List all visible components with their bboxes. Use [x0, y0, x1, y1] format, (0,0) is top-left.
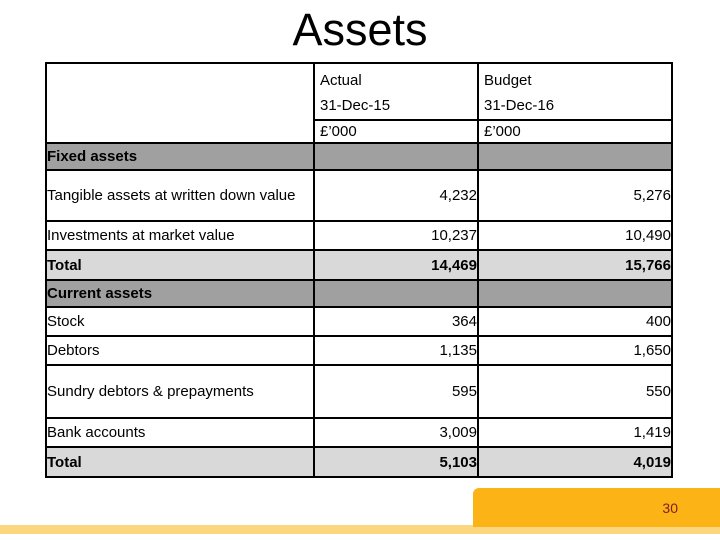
budget-value-cell: 400: [477, 306, 673, 337]
actual-value-cell: 3,009: [313, 417, 479, 448]
budget-unit-cell: £’000: [477, 119, 673, 144]
actual-header-title: Actual: [320, 72, 362, 89]
table-row-investments: Investments at market value 10,237 10,49…: [45, 220, 673, 251]
budget-value-cell: 5,276: [477, 169, 673, 222]
section-header-cell: Current assets: [45, 279, 315, 308]
actual-value-cell: 1,135: [313, 335, 479, 366]
budget-value-cell: 15,766: [477, 249, 673, 281]
actual-value-cell: 595: [313, 364, 479, 419]
table-row-stock: Stock 364 400: [45, 306, 673, 337]
table-row-current-total: Total 5,103 4,019: [45, 446, 673, 478]
budget-value-cell: [477, 279, 673, 308]
table-row-sundry-debtors: Sundry debtors & prepayments 595 550: [45, 364, 673, 419]
actual-value-cell: 14,469: [313, 249, 479, 281]
budget-value-cell: 4,019: [477, 446, 673, 478]
row-label-cell: Sundry debtors & prepayments: [45, 364, 315, 419]
table-row-tangible-assets: Tangible assets at written down value 4,…: [45, 169, 673, 222]
budget-value-cell: 1,650: [477, 335, 673, 366]
table-header-row-2: £’000 £’000: [46, 119, 673, 144]
header-empty-cell: [45, 62, 315, 144]
actual-value-cell: 10,237: [313, 220, 479, 251]
budget-header-date: 31-Dec-16: [484, 97, 555, 114]
budget-value-cell: [477, 142, 673, 171]
table-row-section-fixed-assets: Fixed assets: [45, 142, 673, 171]
assets-table: Actual 31-Dec-15 Budget 31-Dec-16 £’000 …: [45, 62, 673, 478]
table-row-fixed-total: Total 14,469 15,766: [45, 249, 673, 281]
actual-value-cell: [313, 279, 479, 308]
page-number: 30: [662, 499, 678, 516]
budget-header-cell: Budget 31-Dec-16: [477, 62, 673, 121]
footer-accent-bar: [0, 525, 720, 534]
budget-value-cell: 1,419: [477, 417, 673, 448]
actual-unit-cell: £’000: [313, 119, 479, 144]
total-label-cell: Total: [45, 249, 315, 281]
page-title: Assets: [292, 4, 428, 55]
section-header-cell: Fixed assets: [45, 142, 315, 171]
actual-header-cell: Actual 31-Dec-15: [313, 62, 479, 121]
actual-value-cell: [313, 142, 479, 171]
budget-value-cell: 550: [477, 364, 673, 419]
table-header-row-1: Actual 31-Dec-15 Budget 31-Dec-16: [45, 62, 673, 144]
table-row-section-current-assets: Current assets: [45, 279, 673, 308]
total-label-cell: Total: [45, 446, 315, 478]
page-number-box: 30: [473, 488, 720, 527]
table-row-debtors: Debtors 1,135 1,650: [45, 335, 673, 366]
row-label-cell: Investments at market value: [45, 220, 315, 251]
row-label-cell: Debtors: [45, 335, 315, 366]
budget-header-title: Budget: [484, 72, 532, 89]
actual-value-cell: 5,103: [313, 446, 479, 478]
table-row-bank-accounts: Bank accounts 3,009 1,419: [45, 417, 673, 448]
actual-value-cell: 364: [313, 306, 479, 337]
row-label-cell: Bank accounts: [45, 417, 315, 448]
actual-value-cell: 4,232: [313, 169, 479, 222]
row-label-cell: Tangible assets at written down value: [45, 169, 315, 222]
actual-header-date: 31-Dec-15: [320, 97, 391, 114]
budget-value-cell: 10,490: [477, 220, 673, 251]
row-label-cell: Stock: [45, 306, 315, 337]
